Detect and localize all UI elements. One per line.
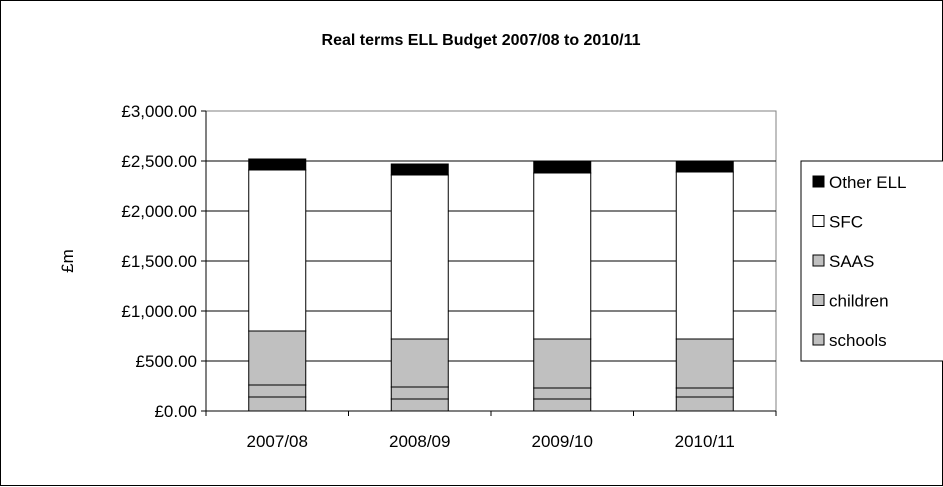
bar-segment-sfc <box>390 174 449 340</box>
legend: Other ELL SFC SAAS children schools <box>800 160 943 362</box>
bar-segment-sfc <box>675 171 734 340</box>
bar-segment-schools <box>675 396 734 412</box>
bar-segment-other-ell <box>248 158 307 171</box>
legend-label: SFC <box>829 213 863 232</box>
legend-swatch-other-ell <box>812 175 825 188</box>
bar-segment-saas <box>248 330 307 386</box>
bar-segment-schools <box>390 398 449 412</box>
legend-label: Other ELL <box>829 173 907 192</box>
y-axis-label: £m <box>58 249 77 273</box>
bar-segment-children <box>533 387 592 400</box>
y-tick-label: £1,000.00 <box>121 302 197 321</box>
legend-swatch-children <box>812 294 825 306</box>
y-tick-label: £1,500.00 <box>121 252 197 271</box>
x-tick-label: 2009/10 <box>532 432 593 451</box>
y-axis: £0.00 £500.00 £1,000.00 £1,500.00 £2,000.00 £… <box>121 102 207 421</box>
legend-swatch-schools <box>812 333 825 346</box>
x-tick-label: 2008/09 <box>389 432 450 451</box>
legend-swatch-sfc <box>812 215 825 227</box>
y-tick-label: £500.00 <box>136 352 197 371</box>
bar-segment-schools <box>248 396 307 412</box>
bar-segment-sfc <box>533 172 592 340</box>
bar-segment-children <box>248 384 307 398</box>
legend-label: children <box>829 292 889 311</box>
chart-title: Real terms ELL Budget 2007/08 to 2010/11 <box>322 32 641 49</box>
legend-label: SAAS <box>829 252 874 271</box>
bar-segment-schools <box>533 398 592 412</box>
bar-segment-saas <box>390 338 449 388</box>
bar-segment-other-ell <box>390 163 449 176</box>
bar-segment-other-ell <box>675 160 734 173</box>
legend-box <box>800 160 943 362</box>
bar-segment-sfc <box>248 169 307 332</box>
y-tick-label: £2,500.00 <box>121 152 197 171</box>
bar-segment-children <box>675 387 734 398</box>
bars <box>248 158 734 412</box>
y-tick-label: £3,000.00 <box>121 102 197 121</box>
y-tick-label: £2,000.00 <box>121 202 197 221</box>
legend-swatch-saas <box>812 254 825 267</box>
bar-segment-children <box>390 386 449 400</box>
x-tick-label: 2007/08 <box>247 432 308 451</box>
x-tick-label: 2010/11 <box>675 432 735 451</box>
legend-label: schools <box>829 331 887 350</box>
bar-segment-other-ell <box>533 161 592 174</box>
bar-segment-saas <box>675 338 734 389</box>
y-tick-label: £0.00 <box>154 402 197 421</box>
x-axis: 2007/08 2008/09 2009/10 2010/11 <box>205 410 777 451</box>
bar-segment-saas <box>533 338 592 389</box>
